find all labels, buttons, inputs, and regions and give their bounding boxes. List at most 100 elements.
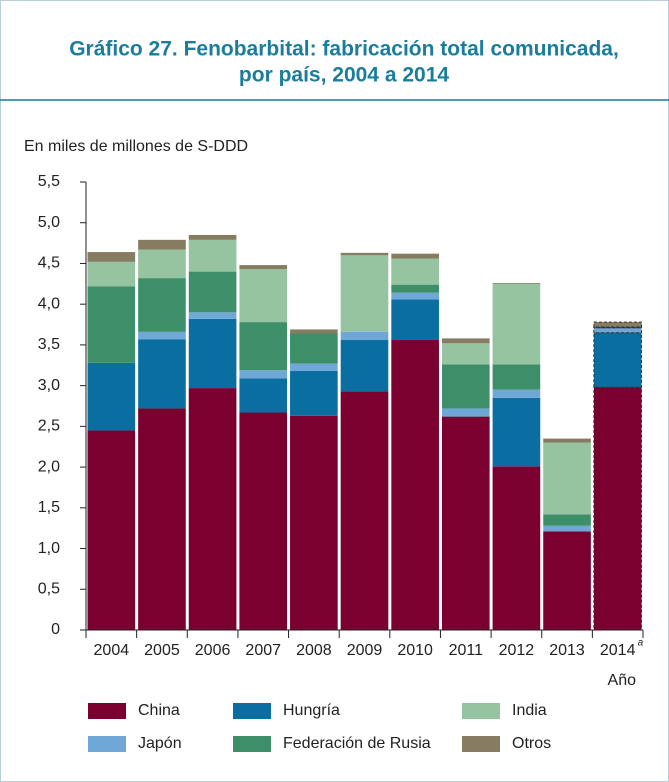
bar-segment xyxy=(239,378,288,413)
y-tick-label: 3,0 xyxy=(38,377,60,394)
x-tick-label: 2005 xyxy=(144,642,180,659)
y-tick-label: 4,5 xyxy=(38,255,60,272)
legend-label: Federación de Rusia xyxy=(283,735,431,752)
bar-segment xyxy=(441,338,490,344)
bar-segment xyxy=(138,339,186,409)
bar-segment xyxy=(492,283,541,365)
bar-segment xyxy=(492,389,541,398)
bar-segment xyxy=(290,333,338,364)
bar-segment xyxy=(391,340,439,630)
y-tick-label: 4,0 xyxy=(38,295,60,312)
bar-segment xyxy=(188,388,237,630)
bar-segment xyxy=(391,284,439,293)
bar-segment xyxy=(239,412,288,630)
bar-segment xyxy=(492,466,541,630)
y-tick-label: 1,5 xyxy=(38,499,60,516)
bar-segment xyxy=(340,391,389,630)
legend-label: Hungría xyxy=(283,702,340,719)
y-tick-label: 0,5 xyxy=(38,580,60,597)
legend-swatch xyxy=(462,703,500,719)
x-tick-label: 2009 xyxy=(347,642,383,659)
legend-swatch xyxy=(462,736,500,752)
bar-segment xyxy=(543,525,591,532)
bar-segment xyxy=(441,416,490,630)
legend-swatch xyxy=(233,736,271,752)
bar-segment xyxy=(239,370,288,379)
bar-segment xyxy=(391,299,439,341)
bar-segment xyxy=(593,321,643,328)
bar-segment xyxy=(441,408,490,417)
legend-swatch xyxy=(88,703,126,719)
bar-segment xyxy=(543,514,591,526)
chart-title: Gráfico 27. Fenobarbital: fabricación to… xyxy=(69,38,619,61)
bar-segment xyxy=(188,312,237,319)
bar-segment xyxy=(188,234,237,240)
bar-segment xyxy=(188,318,237,389)
y-tick-label: 5,0 xyxy=(38,214,60,231)
legend-swatch xyxy=(233,703,271,719)
y-axis-label: En miles de millones de S-DDD xyxy=(24,138,248,155)
bar-segment xyxy=(290,415,338,630)
bar-segment xyxy=(188,271,237,313)
bar-segment xyxy=(593,327,643,334)
bar-segment xyxy=(87,286,136,363)
bar-segment xyxy=(290,363,338,371)
bar-segment xyxy=(340,255,389,332)
x-tick-label: 2007 xyxy=(245,642,281,659)
x-tick-label: 2004 xyxy=(94,642,130,659)
bar-segment xyxy=(239,269,288,323)
bar-segment xyxy=(340,331,389,341)
legend-label: Japón xyxy=(138,735,182,752)
bar-segment xyxy=(138,249,186,279)
bar-segment xyxy=(593,332,643,388)
bar-segment xyxy=(441,343,490,365)
x-tick-label: 2006 xyxy=(195,642,231,659)
bar-segment xyxy=(87,430,136,630)
bar-segment xyxy=(543,531,591,630)
x-tick-label: 2013 xyxy=(549,642,585,659)
bar-segment xyxy=(492,364,541,390)
x-axis-label: Año xyxy=(608,672,637,689)
bar-segment xyxy=(543,442,591,515)
bar-segment xyxy=(543,438,591,443)
bar-segment xyxy=(138,331,186,340)
legend-label: India xyxy=(512,702,547,719)
legend-label: Otros xyxy=(512,735,551,752)
x-tick-label: 2012 xyxy=(499,642,535,659)
x-tick-label: 2014 xyxy=(600,642,636,659)
y-tick-label: 5,5 xyxy=(38,173,60,190)
chart-title: por país, 2004 a 2014 xyxy=(239,64,449,87)
y-tick-label: 3,5 xyxy=(38,336,60,353)
y-tick-label: 1,0 xyxy=(38,540,60,557)
bar-segment xyxy=(87,261,136,287)
y-tick-label: 2,5 xyxy=(38,418,60,435)
y-tick-label: 2,0 xyxy=(38,458,60,475)
bar-segment xyxy=(391,292,439,300)
legend-label: China xyxy=(138,702,180,719)
bar-segment xyxy=(87,252,136,262)
bar-segment xyxy=(138,408,186,630)
bar-segment xyxy=(391,253,439,259)
bar-segment xyxy=(290,329,338,334)
footnote-marker: a xyxy=(638,638,644,649)
bar-segment xyxy=(391,258,439,285)
bar-segment xyxy=(87,362,136,431)
bar-segment xyxy=(138,239,186,250)
legend-swatch xyxy=(88,736,126,752)
x-tick-label: 2011 xyxy=(449,642,484,659)
bar-segment xyxy=(290,370,338,416)
y-tick-label: 0 xyxy=(51,621,60,638)
bar-segment xyxy=(239,322,288,371)
bar-segment xyxy=(441,364,490,409)
bar-segment xyxy=(492,397,541,467)
x-tick-label: 2008 xyxy=(296,642,332,659)
bar-segment xyxy=(188,239,237,272)
bar-segment xyxy=(340,340,389,392)
bar-segment xyxy=(340,252,389,256)
bar-segment xyxy=(239,265,288,270)
bar-segment xyxy=(138,278,186,332)
bar-segment xyxy=(593,386,643,631)
x-tick-label: 2010 xyxy=(397,642,433,659)
bar-segment xyxy=(492,283,541,284)
